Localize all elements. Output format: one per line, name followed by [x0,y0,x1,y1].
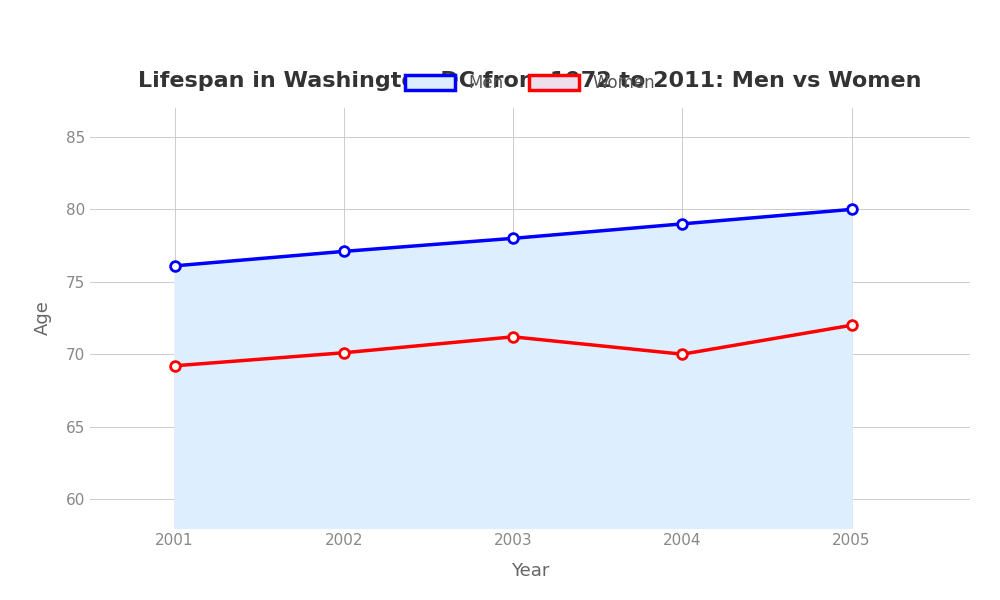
Y-axis label: Age: Age [34,301,52,335]
X-axis label: Year: Year [511,562,549,580]
Title: Lifespan in Washington DC from 1972 to 2011: Men vs Women: Lifespan in Washington DC from 1972 to 2… [138,71,922,91]
Legend: Men, Women: Men, Women [397,66,663,101]
